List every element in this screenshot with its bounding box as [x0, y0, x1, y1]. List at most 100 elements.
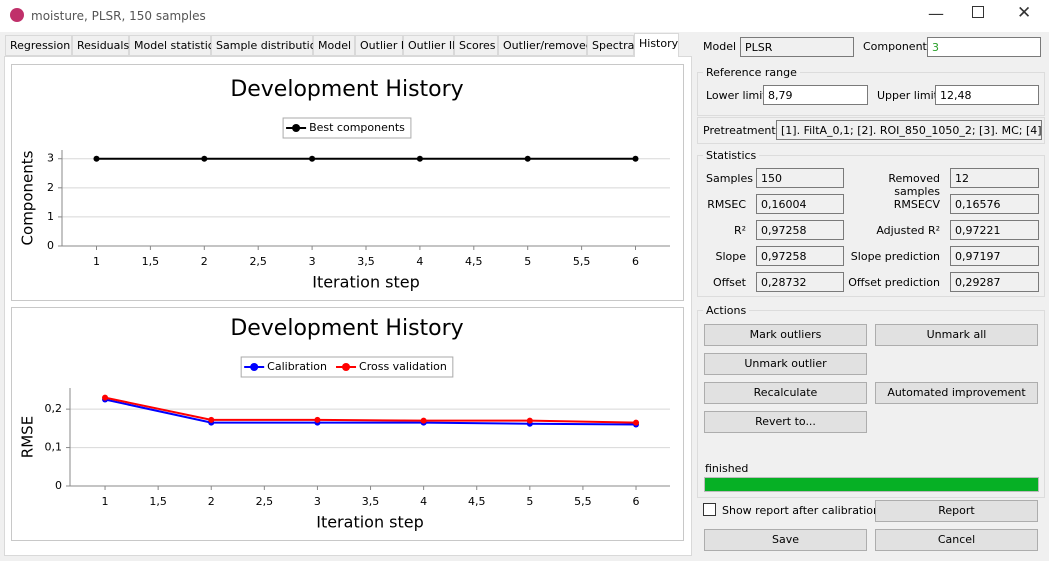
y-tick-label: 0,1: [45, 441, 63, 454]
x-tick-label: 4,5: [465, 255, 483, 268]
label: R²: [700, 224, 746, 237]
field: 12: [950, 168, 1039, 188]
legend-label: Cross validation: [359, 360, 447, 373]
marker: [633, 420, 639, 426]
legend-marker: [292, 124, 300, 132]
legend-marker: [250, 363, 258, 371]
button[interactable]: Revert to...: [704, 411, 867, 433]
tab[interactable]: Model: [313, 35, 355, 56]
legend-label: Best components: [309, 121, 405, 134]
label: Offset prediction: [845, 276, 940, 289]
x-tick-label: 6: [632, 255, 639, 268]
marker: [633, 156, 639, 162]
x-tick-label: 3: [309, 255, 316, 268]
field[interactable]: 12,48: [935, 85, 1039, 105]
button[interactable]: Save: [704, 529, 867, 551]
minimize[interactable]: —: [928, 4, 944, 23]
field: 0,97197: [950, 246, 1039, 266]
tab[interactable]: Model statistics: [129, 35, 211, 56]
tab[interactable]: Sample distribution: [211, 35, 313, 56]
y-tick-label: 0,2: [45, 402, 63, 415]
label: Offset: [700, 276, 746, 289]
x-tick-label: 2: [201, 255, 208, 268]
tab[interactable]: Outlier/removed: [498, 35, 587, 56]
y-tick-label: 0: [55, 479, 62, 492]
x-tick-label: 5: [524, 255, 531, 268]
x-tick-label: 1: [93, 255, 100, 268]
chart-title: Development History: [230, 316, 463, 341]
label: Slope prediction: [845, 250, 940, 263]
legend-label: Calibration: [267, 360, 327, 373]
marker: [201, 156, 207, 162]
x-tick-label: 4: [416, 255, 423, 268]
label: Removed samples: [845, 172, 940, 198]
field: 0,97258: [756, 220, 844, 240]
spinner[interactable]: 3: [927, 37, 1041, 57]
x-tick-label: 1,5: [142, 255, 160, 268]
x-tick-label: 4,5: [468, 495, 486, 508]
x-tick-label: 3: [314, 495, 321, 508]
tab[interactable]: Residuals: [72, 35, 129, 56]
label: Adjusted R²: [845, 224, 940, 237]
label: Slope: [700, 250, 746, 263]
field: [1]. FiltA_0,1; [2]. ROI_850_1050_2; [3]…: [776, 120, 1042, 140]
checkbox-label: Show report after calibration: [722, 504, 880, 517]
marker: [208, 417, 214, 423]
field: 150: [756, 168, 844, 188]
field[interactable]: 8,79: [763, 85, 868, 105]
tab[interactable]: Outlier II: [403, 35, 454, 56]
tab[interactable]: Spectra: [587, 35, 634, 56]
chart: Development History012311,522,533,544,55…: [11, 64, 685, 301]
field: 0,97258: [756, 246, 844, 266]
label: Component: [863, 40, 927, 53]
y-tick-label: 2: [47, 181, 54, 194]
field: 0,16576: [950, 194, 1039, 214]
label: Pretreatments: [703, 124, 781, 137]
marker: [417, 156, 423, 162]
maximize[interactable]: [972, 6, 984, 18]
label: Samples: [706, 172, 753, 185]
field: 0,16004: [756, 194, 844, 214]
tab[interactable]: History: [634, 33, 679, 57]
tab[interactable]: Regression: [5, 35, 72, 56]
status: finished: [705, 462, 748, 475]
label: RMSEC: [700, 198, 746, 211]
y-tick-label: 3: [47, 152, 54, 165]
field: PLSR: [740, 37, 854, 57]
button[interactable]: Mark outliers: [704, 324, 867, 346]
field: 0,28732: [756, 272, 844, 292]
y-axis-label: Components: [19, 150, 37, 245]
marker: [93, 156, 99, 162]
button[interactable]: Cancel: [875, 529, 1038, 551]
tab[interactable]: Outlier I: [355, 35, 403, 56]
x-tick-label: 4: [420, 495, 427, 508]
label: Lower limit: [706, 89, 767, 102]
close[interactable]: ✕: [1017, 3, 1031, 23]
x-tick-label: 1: [102, 495, 109, 508]
field: 0,97221: [950, 220, 1039, 240]
group-title: Actions: [703, 304, 749, 317]
x-tick-label: 1,5: [149, 495, 167, 508]
marker: [527, 418, 533, 424]
button[interactable]: Automated improvement: [875, 382, 1038, 404]
label: RMSECV: [845, 198, 940, 211]
x-tick-label: 5: [526, 495, 533, 508]
x-tick-label: 6: [633, 495, 640, 508]
x-tick-label: 2,5: [256, 495, 274, 508]
button[interactable]: Unmark outlier: [704, 353, 867, 375]
marker: [102, 395, 108, 401]
button[interactable]: Recalculate: [704, 382, 867, 404]
x-tick-label: 3,5: [357, 255, 375, 268]
x-tick-label: 5,5: [574, 495, 592, 508]
y-tick-label: 1: [47, 210, 54, 223]
button[interactable]: Report: [875, 500, 1038, 522]
marker: [309, 156, 315, 162]
checkbox[interactable]: [703, 503, 716, 516]
label: Model: [703, 40, 736, 53]
x-tick-label: 3,5: [362, 495, 380, 508]
button[interactable]: Unmark all: [875, 324, 1038, 346]
group-title: Reference range: [703, 66, 800, 79]
tab[interactable]: Scores: [454, 35, 498, 56]
app-icon: [10, 8, 24, 22]
